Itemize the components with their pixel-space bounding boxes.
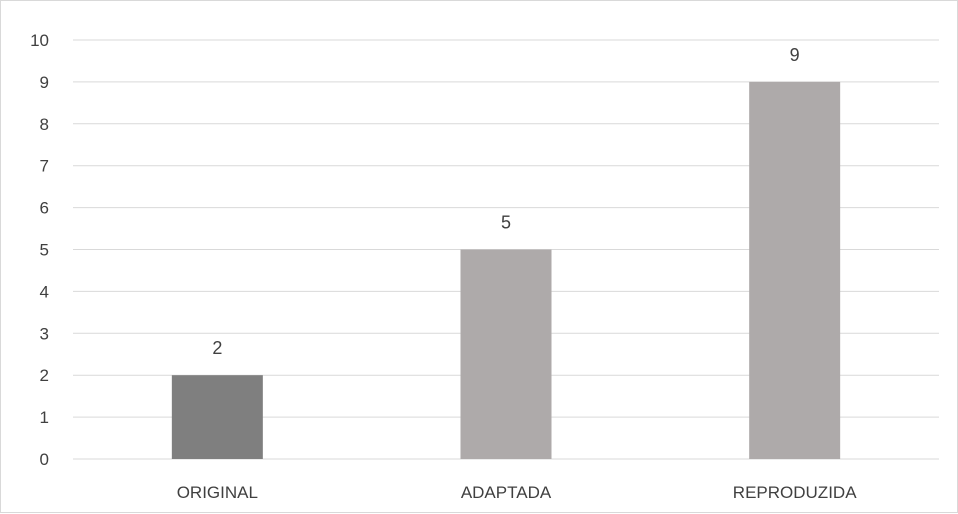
x-tick-label: ORIGINAL [177, 483, 258, 502]
y-tick-label: 0 [40, 450, 49, 469]
y-axis-tick-labels: 0 1 2 3 4 5 6 7 8 9 10 [30, 31, 49, 469]
y-tick-label: 8 [40, 115, 49, 134]
y-tick-label: 10 [30, 31, 49, 50]
data-label: 5 [501, 213, 511, 233]
data-label: 2 [212, 338, 222, 358]
x-tick-label: REPRODUZIDA [733, 483, 857, 502]
bar-reproduzida [749, 82, 840, 459]
y-tick-label: 3 [40, 324, 49, 343]
x-axis-tick-labels: ORIGINAL ADAPTADA REPRODUZIDA [177, 483, 857, 502]
bar-original [172, 375, 263, 459]
y-tick-label: 9 [40, 73, 49, 92]
y-tick-label: 1 [40, 408, 49, 427]
data-label: 9 [790, 45, 800, 65]
y-tick-label: 4 [40, 282, 49, 301]
bar-adaptada [461, 250, 552, 460]
y-tick-label: 7 [40, 157, 49, 176]
bars [172, 82, 840, 459]
x-tick-label: ADAPTADA [461, 483, 552, 502]
y-tick-label: 6 [40, 199, 49, 218]
y-tick-label: 5 [40, 241, 49, 260]
y-tick-label: 2 [40, 366, 49, 385]
